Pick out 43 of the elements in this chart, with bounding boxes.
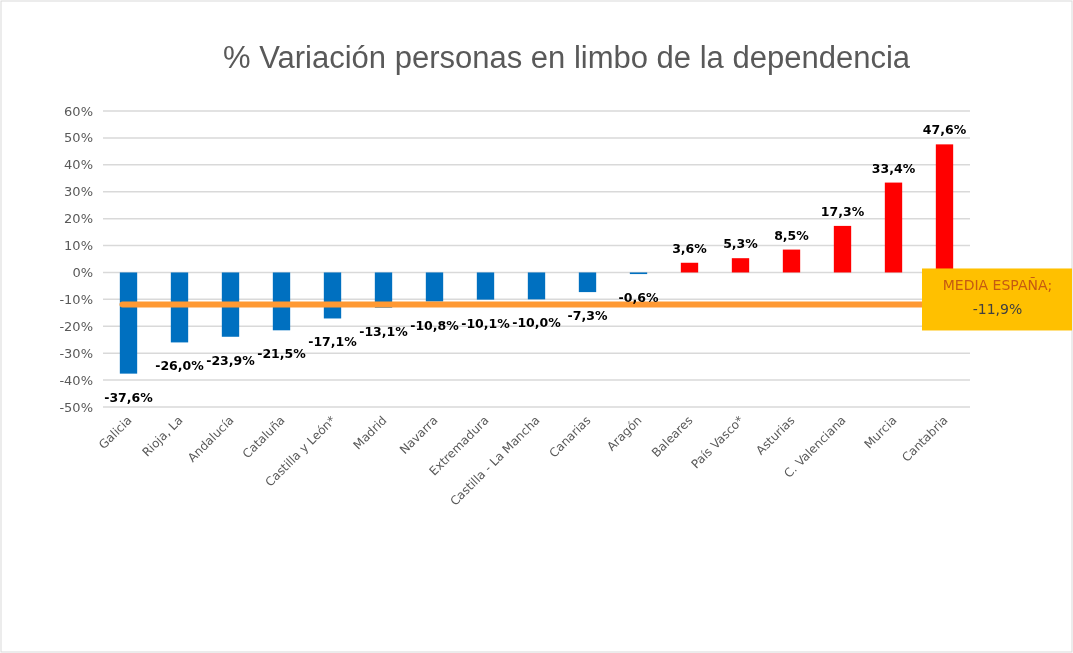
data-label: 33,4% (871, 160, 916, 176)
data-label: 17,3% (820, 203, 865, 219)
bar (425, 272, 444, 302)
y-tick-label: -40% (59, 372, 93, 388)
data-label: -7,3% (567, 308, 608, 324)
ref-line-label: MEDIA ESPAÑA; -11,9% (942, 277, 1053, 318)
bar (170, 272, 189, 343)
data-label: -10,1% (461, 315, 511, 331)
data-label: -10,0% (512, 315, 562, 331)
chart-title: % Variación personas en limbo de la dependencia (222, 40, 911, 75)
data-label: -37,6% (104, 389, 154, 405)
bar (782, 249, 801, 273)
bar (833, 225, 852, 273)
bar (884, 182, 903, 273)
y-tick-label: 50% (64, 130, 93, 146)
bar (527, 272, 546, 300)
bar (119, 272, 138, 374)
bar (578, 272, 597, 293)
bar (476, 272, 495, 300)
data-label: -13,1% (359, 323, 409, 339)
bar (731, 258, 750, 273)
y-tick-label: -50% (59, 399, 93, 415)
y-tick-label: 20% (64, 211, 93, 227)
data-label: -17,1% (308, 334, 358, 350)
y-tick-label: -10% (59, 291, 93, 307)
data-label: -26,0% (155, 358, 205, 374)
y-tick-label: 40% (64, 157, 93, 173)
bar (680, 262, 699, 273)
data-label: 47,6% (922, 122, 967, 138)
y-tick-label: -30% (59, 345, 93, 361)
y-tick-label: 30% (64, 184, 93, 200)
y-tick-label: -20% (59, 318, 93, 334)
data-label: -10,8% (410, 317, 460, 333)
data-label: -23,9% (206, 352, 256, 368)
data-label: -0,6% (618, 290, 659, 306)
bar (221, 272, 240, 337)
data-label: 8,5% (774, 227, 810, 243)
y-tick-label: 0% (72, 265, 93, 280)
data-label: 3,6% (672, 240, 708, 256)
data-label: -21,5% (257, 346, 307, 362)
y-tick-label: 60% (64, 103, 93, 119)
y-tick-label: 10% (64, 238, 93, 254)
data-label: 5,3% (723, 236, 759, 252)
